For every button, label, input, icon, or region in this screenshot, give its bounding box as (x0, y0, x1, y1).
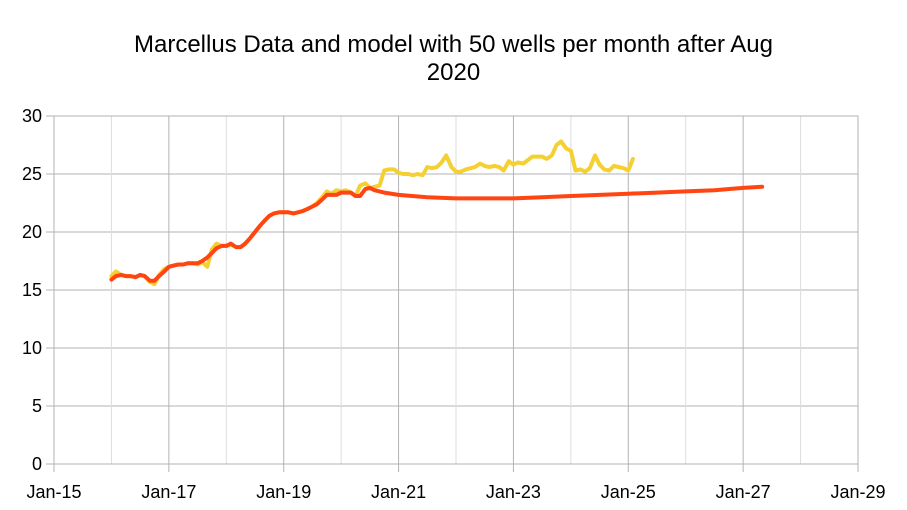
tick-labels: 0 5 10 15 20 25 30 Jan-15 Jan-17 Jan-19 Jan-21 Jan-… (22, 106, 886, 502)
y-tick-label: 5 (32, 396, 42, 416)
series-lines (109, 139, 765, 287)
x-tick-label: Jan-27 (716, 482, 771, 502)
y-tick-label: 15 (22, 280, 42, 300)
x-tick-label: Jan-17 (141, 482, 196, 502)
chart-title-line-2: 2020 (426, 59, 481, 86)
y-tick-label: 0 (32, 454, 42, 474)
y-tick-label: 30 (22, 106, 42, 126)
y-tick-label: 20 (22, 222, 42, 242)
x-tick-label: Jan-21 (371, 482, 426, 502)
x-tick-label: Jan-15 (26, 482, 81, 502)
x-tick-label: Jan-29 (830, 482, 885, 502)
axes (46, 115, 859, 472)
series-line-model (109, 184, 765, 283)
gridlines (53, 115, 859, 465)
y-tick-label: 25 (22, 164, 42, 184)
y-tick-label: 10 (22, 338, 42, 358)
plot-area-frame (53, 115, 859, 465)
x-tick-label: Jan-19 (256, 482, 311, 502)
x-tick-label: Jan-25 (601, 482, 656, 502)
chart-title-line-1: Marcellus Data and model with 50 wells p… (134, 31, 773, 58)
x-tick-label: Jan-23 (486, 482, 541, 502)
